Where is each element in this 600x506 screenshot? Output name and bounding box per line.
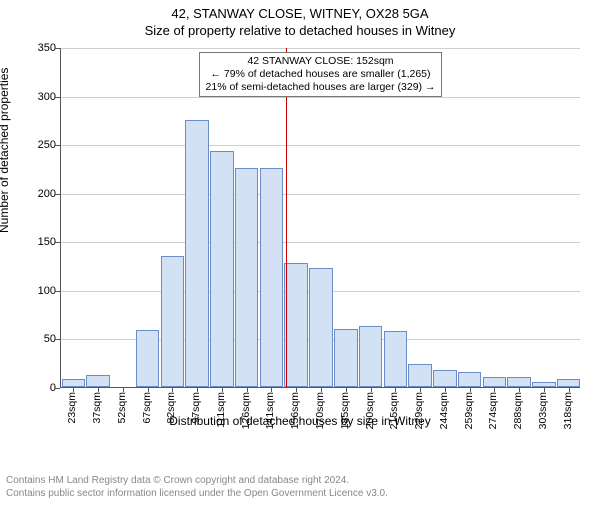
histogram-bar [408,364,432,387]
histogram-bar [359,326,383,387]
x-tick-label: 141sqm [264,392,276,429]
x-tick-label: 318sqm [562,392,574,429]
x-tick-label: 37sqm [91,392,103,424]
plot-area: 42 STANWAY CLOSE: 152sqm ← 79% of detach… [60,48,580,388]
y-tick-mark [55,145,60,146]
grid-line [61,145,580,146]
reference-line [286,48,287,387]
y-tick-label: 150 [16,236,56,248]
y-tick-mark [55,97,60,98]
histogram-bar [185,120,209,387]
histogram-bar [334,329,358,387]
x-tick-label: 52sqm [116,392,128,424]
y-tick-mark [55,388,60,389]
y-tick-mark [55,291,60,292]
y-tick-label: 250 [16,139,56,151]
y-tick-label: 50 [16,333,56,345]
y-tick-mark [55,339,60,340]
histogram-bar [161,256,185,387]
x-tick-label: 274sqm [487,392,499,429]
x-tick-label: 259sqm [463,392,475,429]
footer-line: Contains HM Land Registry data © Crown c… [6,475,388,488]
y-axis-label: Number of detached properties [0,68,11,233]
y-tick-mark [55,194,60,195]
footer-line: Contains public sector information licen… [6,488,388,501]
histogram-bar [483,377,507,387]
x-tick-label: 67sqm [141,392,153,424]
x-tick-label: 215sqm [388,392,400,429]
y-tick-mark [55,242,60,243]
histogram-bar [384,331,408,387]
annotation-line: 42 STANWAY CLOSE: 152sqm [206,55,436,68]
x-tick-label: 303sqm [537,392,549,429]
histogram-bar [62,379,86,387]
annotation-line: 21% of semi-detached houses are larger (… [206,81,436,94]
y-tick-label: 350 [16,42,56,54]
grid-line [61,242,580,243]
histogram-chart: Number of detached properties 42 STANWAY… [0,38,600,428]
x-tick-label: 23sqm [66,392,78,424]
y-tick-mark [55,48,60,49]
histogram-bar [458,372,482,387]
histogram-bar [284,263,308,387]
x-tick-label: 82sqm [165,392,177,424]
page-title-desc: Size of property relative to detached ho… [0,23,600,38]
grid-line [61,48,580,49]
y-tick-label: 200 [16,188,56,200]
histogram-bar [136,330,160,387]
x-tick-label: 200sqm [364,392,376,429]
histogram-bar [86,375,110,387]
x-tick-label: 185sqm [339,392,351,429]
histogram-bar [260,168,284,387]
histogram-bar [507,377,531,387]
annotation-line: ← 79% of detached houses are smaller (1,… [206,68,436,81]
histogram-bar [235,168,259,387]
footer-attribution: Contains HM Land Registry data © Crown c… [6,475,388,500]
annotation-box: 42 STANWAY CLOSE: 152sqm ← 79% of detach… [199,52,443,97]
y-tick-label: 300 [16,91,56,103]
x-tick-label: 244sqm [438,392,450,429]
x-tick-label: 126sqm [240,392,252,429]
grid-line [61,194,580,195]
histogram-bar [433,370,457,387]
x-tick-label: 229sqm [413,392,425,429]
x-tick-label: 288sqm [512,392,524,429]
x-tick-label: 170sqm [314,392,326,429]
y-tick-label: 100 [16,285,56,297]
x-tick-label: 97sqm [190,392,202,424]
histogram-bar [557,379,581,387]
histogram-bar [210,151,234,387]
x-tick-label: 111sqm [215,392,227,428]
y-tick-label: 0 [16,382,56,394]
page-title-address: 42, STANWAY CLOSE, WITNEY, OX28 5GA [0,6,600,21]
x-tick-label: 156sqm [289,392,301,429]
histogram-bar [309,268,333,387]
